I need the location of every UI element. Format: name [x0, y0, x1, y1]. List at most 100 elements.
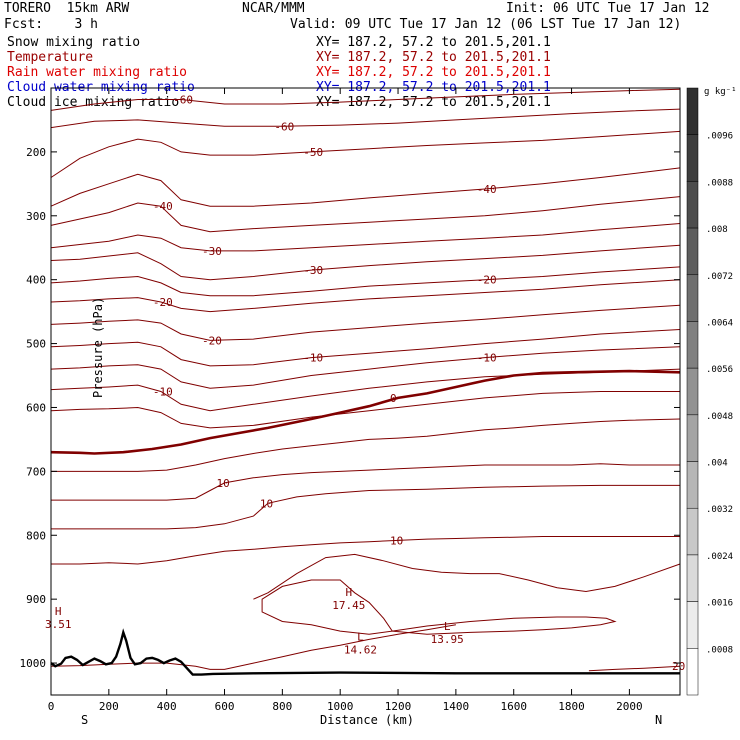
colorbar-label: .0056	[706, 365, 733, 375]
colorbar-swatch	[686, 227, 699, 276]
extremum-marker: L	[357, 631, 364, 644]
colorbar-label: .0096	[706, 132, 733, 142]
x-tick-label: 600	[215, 700, 235, 713]
field-name: Snow mixing ratio	[7, 35, 141, 50]
colorbar-swatch	[686, 87, 699, 135]
y-tick-label: 900	[26, 593, 46, 606]
y-tick-label: 1000	[20, 657, 47, 670]
field-name: Rain water mixing ratio	[7, 65, 188, 80]
isotherm-line	[261, 579, 394, 635]
extremum-value: 14.62	[344, 644, 377, 657]
isotherm-line	[51, 484, 680, 530]
isotherm-line	[50, 108, 681, 129]
colorbar-label: .0064	[706, 318, 733, 328]
colorbar-swatch	[686, 134, 699, 182]
isotherm-line	[50, 196, 681, 233]
field-xy-range: XY= 187.2, 57.2 to 201.5,201.1	[316, 65, 551, 80]
isotherm-line	[392, 616, 617, 635]
y-tick-label: 800	[26, 529, 46, 542]
extremum-marker: L	[444, 620, 451, 633]
isotherm-line	[50, 346, 681, 389]
isotherm-line	[50, 304, 681, 341]
isotherm-line	[50, 266, 681, 297]
isotherm-label: -10	[153, 386, 173, 399]
y-tick-label: 700	[26, 465, 46, 478]
extremum-value: 13.95	[431, 633, 464, 646]
y-tick-label: 200	[26, 146, 46, 159]
colorbar-swatch	[686, 321, 699, 369]
isotherm-label: 0	[390, 392, 397, 405]
y-tick-label: 400	[26, 274, 46, 287]
isotherm-line	[50, 88, 681, 111]
model-title: TORERO 15km ARW	[4, 1, 130, 16]
x-tick-label: 800	[272, 700, 292, 713]
isotherm-label: -10	[303, 352, 323, 365]
isotherm-line	[50, 624, 456, 670]
isotherm-label: -50	[303, 146, 323, 159]
colorbar-swatch	[686, 507, 699, 556]
isotherm-line	[50, 368, 681, 412]
y-axis-title: Pressure (hPa)	[91, 297, 105, 398]
x-tick-label: 400	[157, 700, 177, 713]
contours-layer: -60 -60 -50 -40 -40 -30 -30 -20 -20 -20 -10 -10 -10 0…	[45, 88, 685, 676]
isotherm-label: -20	[202, 334, 222, 347]
colorbar-label: .008	[706, 225, 728, 235]
colorbar-label: .0048	[706, 412, 733, 422]
colorbar-label: .0072	[706, 272, 733, 282]
isotherm-line	[51, 463, 680, 501]
colorbar-swatch	[686, 181, 699, 229]
isotherm-line	[50, 223, 681, 252]
x-axis-title: Distance (km)	[320, 713, 414, 727]
isotherm-line	[51, 536, 680, 565]
colorbar-unit: g kg⁻¹	[704, 87, 737, 97]
terrain-line	[50, 628, 680, 676]
x-tick-label: 1400	[443, 700, 470, 713]
isotherm-label: 10	[217, 477, 230, 490]
x-tick-label: 1000	[327, 700, 354, 713]
isotherm-label: -10	[477, 352, 497, 365]
center-title: NCAR/MMM	[242, 1, 305, 16]
isotherm-label: 20	[672, 660, 685, 673]
colorbar-swatch	[686, 274, 699, 322]
colorbar-label: .004	[706, 459, 728, 469]
y-tick-label: 300	[26, 210, 46, 223]
valid-time: Valid: 09 UTC Tue 17 Jan 12 (06 LST Tue …	[290, 17, 682, 32]
colorbar-label: .0024	[706, 552, 733, 562]
extremum-value: 3.51	[45, 618, 72, 631]
field-name: Temperature	[7, 50, 94, 65]
isotherm-line	[588, 665, 681, 672]
isotherm-label: -30	[303, 264, 323, 277]
colorbar-label: .0032	[706, 505, 733, 515]
y-tick-label: 600	[26, 401, 46, 414]
isotherm-label: -40	[153, 200, 173, 213]
colorbar-swatch	[686, 554, 699, 602]
isotherm-line	[50, 244, 681, 281]
isotherm-label: -20	[477, 274, 497, 287]
isotherm-label: -30	[202, 245, 222, 258]
x-tick-label: 200	[99, 700, 119, 713]
colorbar-swatch	[686, 601, 699, 649]
axes-layer: 0 200 400 600 800 1000 1200 1400 1600 1800 2000200…	[20, 88, 680, 713]
colorbar: .0096 .0088 .008 .0072 .0064 .0056 .0048 .004 .0…	[686, 87, 733, 696]
field-xy-range: XY= 187.2, 57.2 to 201.5,201.1	[316, 35, 551, 50]
init-time: Init: 06 UTC Tue 17 Jan 12	[506, 1, 710, 16]
x-tick-label: 1600	[500, 700, 527, 713]
colorbar-label: .0016	[706, 599, 733, 609]
north-endpoint-label: N	[655, 713, 662, 727]
isotherm-label: -40	[477, 183, 497, 196]
extremum-value: 17.45	[332, 599, 365, 612]
isotherm-line	[253, 553, 681, 600]
isotherm-line	[50, 130, 681, 178]
x-tick-label: 1200	[385, 700, 412, 713]
plot-frame	[50, 87, 681, 696]
isotherm-label: 10	[260, 497, 273, 510]
x-tick-label: 1800	[558, 700, 585, 713]
isotherm-label: 10	[390, 534, 403, 547]
x-tick-label: 0	[48, 700, 55, 713]
y-tick-label: 500	[26, 338, 46, 351]
colorbar-label: .0008	[706, 645, 733, 655]
extremum-marker: H	[346, 586, 353, 599]
isotherm-label: -60	[274, 120, 294, 133]
isotherm-line	[50, 167, 681, 207]
